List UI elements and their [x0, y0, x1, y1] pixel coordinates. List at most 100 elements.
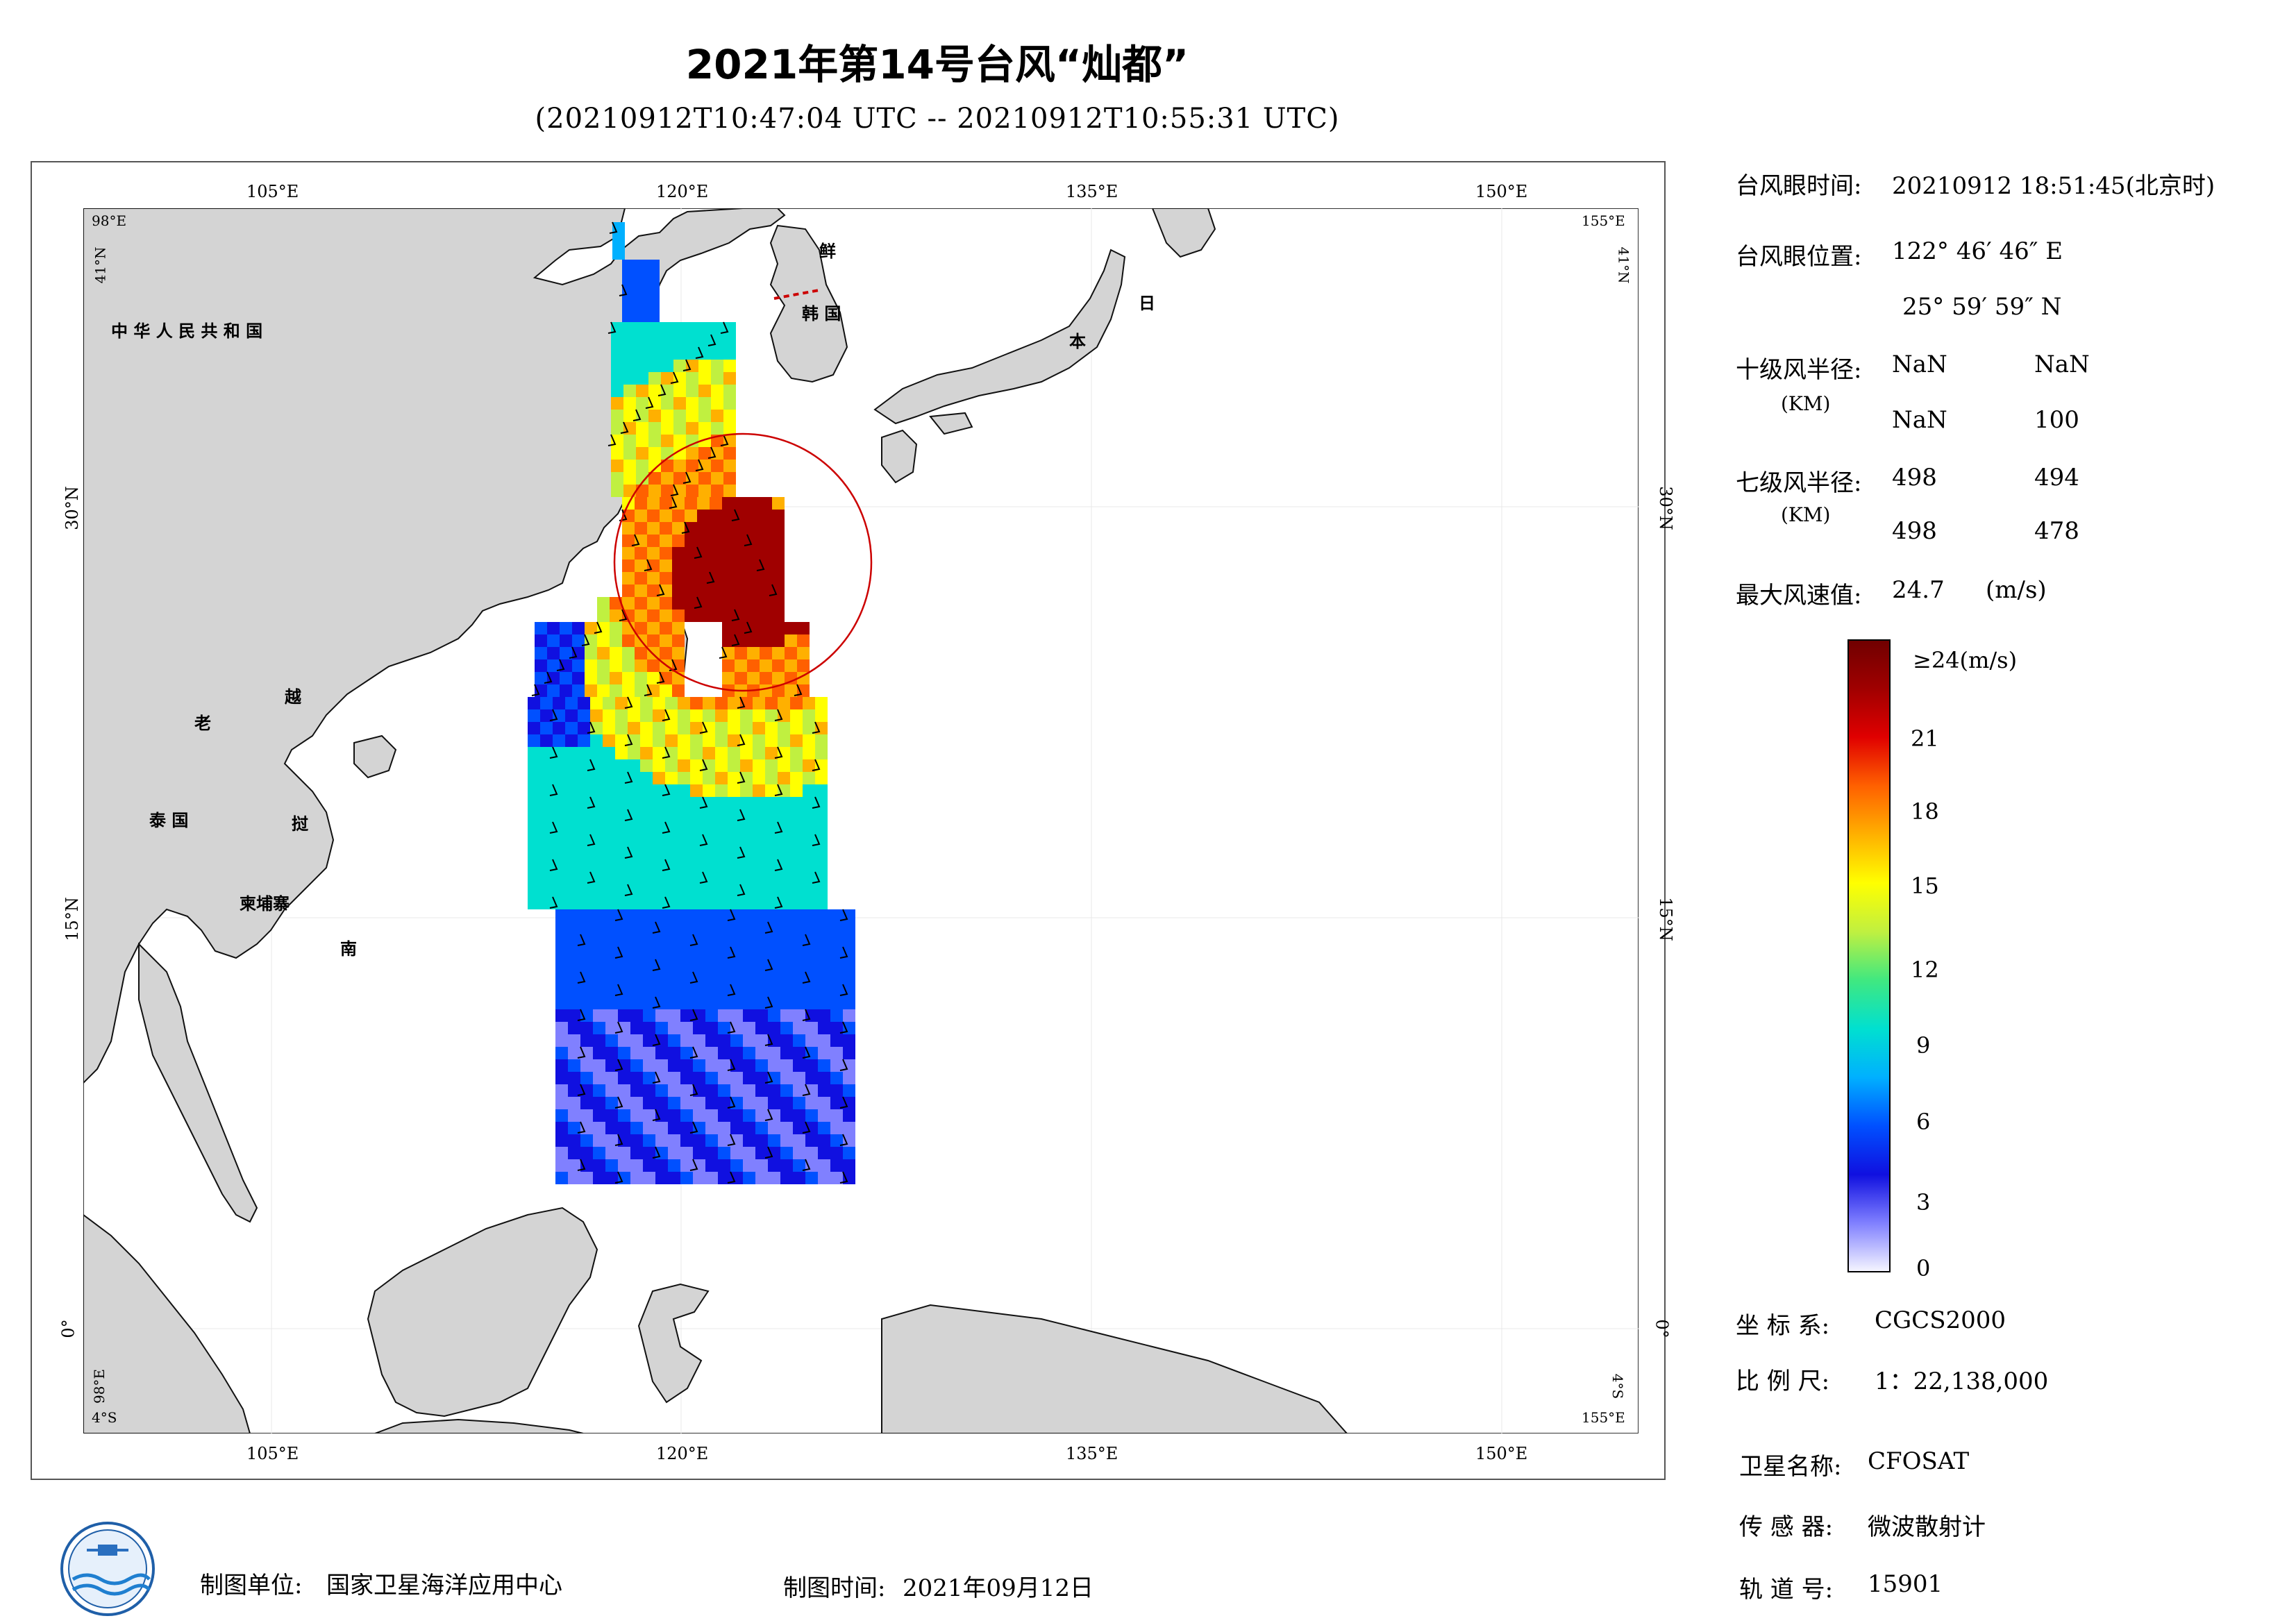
wind-cell [603, 809, 615, 822]
wind-cell [660, 535, 672, 547]
wind-cell [568, 1159, 580, 1172]
wind-cell [711, 485, 723, 497]
wind-cell [648, 347, 661, 360]
page-title: 2021年第14号台风“灿都” [685, 41, 1189, 88]
wind-cell [605, 1022, 618, 1034]
wind-cell [753, 809, 765, 822]
wind-cell [765, 897, 778, 909]
wind-cell [843, 1122, 855, 1134]
wind-cell [535, 647, 547, 659]
lon-label-bottom-105: 105°E [246, 1444, 299, 1463]
wind-cell [618, 1072, 630, 1084]
wind-barb [587, 834, 596, 846]
wind-cell [593, 1022, 605, 1034]
wind-cell [830, 1047, 843, 1059]
typhoon-wind-radius-circle[interactable] [613, 432, 873, 692]
label-vietnam-a: 越 [285, 687, 302, 707]
wind-cell [618, 1147, 630, 1159]
wind-cell [818, 934, 830, 947]
wind-cell [668, 1009, 680, 1022]
wind-cell [640, 809, 653, 822]
wind-cell [580, 922, 593, 934]
wind-cell [653, 709, 665, 722]
land-asia-mainland [83, 208, 786, 1084]
lat-label-right-0: 0° [1652, 1319, 1672, 1338]
wind-cell [555, 934, 568, 947]
wind-cell [678, 709, 690, 722]
wind-cell [818, 972, 830, 984]
wind-cell [605, 1084, 618, 1097]
wind-cell [830, 1009, 843, 1022]
wind-cell [593, 1109, 605, 1122]
wind-cell [678, 822, 690, 834]
corner-bottom-left-lat: 98°E [91, 1368, 108, 1404]
wind-cell [618, 972, 630, 984]
wind-cell [755, 959, 768, 972]
wind-barb [839, 909, 848, 921]
land-malay-peninsula [138, 942, 258, 1223]
wind-cell [755, 1159, 768, 1172]
wind-cell [803, 797, 815, 809]
wind-cell [555, 1084, 568, 1097]
wind-cell [590, 809, 603, 822]
wind-cell [578, 772, 590, 784]
wind-cell [780, 947, 793, 959]
wind-cell [765, 797, 778, 809]
eye-time-label: 台风眼时间: [1736, 172, 1862, 200]
wind-cell [590, 859, 603, 872]
wind-cell [680, 922, 693, 934]
wind-cell [686, 385, 698, 397]
wind-cell [843, 934, 855, 947]
wind-cell [611, 397, 623, 410]
wind-cell [647, 297, 660, 310]
wind-cell [790, 897, 803, 909]
wind-cell [805, 1109, 818, 1122]
wind-cell [690, 697, 703, 709]
lat-label-left-0: 0° [58, 1319, 78, 1338]
wind-cell [615, 722, 628, 734]
wind-cell [528, 709, 540, 722]
wind-cell [655, 1009, 668, 1022]
wind-cell [555, 1047, 568, 1059]
wind-cell [778, 759, 790, 772]
wind-cell [747, 647, 760, 659]
wind-cell [722, 585, 735, 597]
wind-cell [555, 1134, 568, 1147]
wind-cell [803, 784, 815, 797]
wind-cell [772, 535, 785, 547]
wind-cell [578, 709, 590, 722]
wind-cell [723, 372, 736, 385]
wind-cell [686, 322, 698, 335]
max-wind-value: 24.7 [1892, 576, 1945, 604]
wind-cell [803, 847, 815, 859]
corner-bottom-left-lon: 4°S [92, 1409, 117, 1426]
wind-cell [610, 634, 622, 647]
wind-cell [818, 1084, 830, 1097]
wind-cell [685, 597, 697, 609]
wind-cell [715, 897, 728, 909]
wind-cell [793, 959, 805, 972]
wind-cell [693, 984, 705, 997]
wind-cell [540, 759, 553, 772]
wind-cell [730, 1047, 743, 1059]
wind-cell [705, 1122, 718, 1134]
wind-barb [720, 434, 729, 446]
wind-field-map[interactable]: 中 华 人 民 共 和 国 鲜 韩 国 日 本 老 越 挝 南 泰 国 柬埔寨 [83, 208, 1639, 1433]
wind-cell [568, 909, 580, 922]
wind-cell [718, 922, 730, 934]
wind-cell [790, 697, 803, 709]
wind-cell [630, 1059, 643, 1072]
wind-cell [668, 922, 680, 934]
wind-cell [753, 884, 765, 897]
wind-cell [728, 734, 740, 747]
wind-cell [793, 1172, 805, 1184]
lon-label-top-150: 150°E [1475, 182, 1528, 201]
wind-barb [689, 934, 698, 946]
wind-cell [686, 460, 698, 472]
wind-cell [672, 510, 685, 522]
wind-cell [690, 884, 703, 897]
wind-barb [756, 559, 765, 571]
wind-cell [803, 722, 815, 734]
wind-cell [610, 659, 622, 672]
wind-barb [839, 1171, 848, 1184]
